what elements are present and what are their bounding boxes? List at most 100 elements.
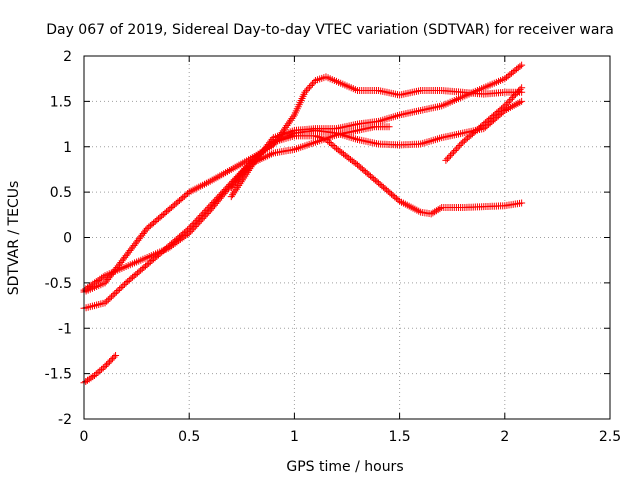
- data-point: [284, 120, 292, 128]
- data-point: [501, 102, 509, 110]
- data-point: [513, 89, 521, 97]
- data-point: [518, 84, 526, 92]
- data-point: [114, 287, 122, 295]
- data-point: [394, 196, 402, 204]
- data-point: [516, 62, 524, 70]
- x-tick-label: 2: [500, 429, 509, 445]
- data-point: [183, 230, 191, 238]
- data-point: [87, 374, 95, 382]
- data-point: [348, 157, 356, 165]
- data-point: [111, 290, 119, 298]
- data-point: [110, 353, 118, 361]
- y-tick-label: -2: [58, 412, 72, 428]
- data-point: [450, 148, 458, 156]
- data-point: [332, 145, 340, 153]
- y-tick-label: 2: [63, 49, 72, 65]
- data-point: [184, 190, 192, 198]
- data-point: [185, 229, 193, 237]
- data-point: [92, 370, 100, 378]
- data-point: [454, 143, 462, 151]
- data-point: [103, 297, 111, 305]
- data-point: [101, 362, 109, 370]
- data-point: [327, 140, 335, 148]
- data-point: [119, 282, 127, 290]
- data-point: [193, 221, 201, 229]
- data-point: [104, 359, 112, 367]
- data-point: [341, 151, 349, 159]
- data-point: [199, 214, 207, 222]
- data-point: [116, 285, 124, 293]
- data-point: [106, 358, 114, 366]
- data-point: [385, 123, 393, 131]
- data-point: [518, 61, 526, 69]
- data-point: [142, 226, 150, 234]
- data-point: [516, 85, 524, 93]
- data-point: [502, 100, 510, 108]
- y-tick-label: -1.5: [45, 367, 72, 383]
- data-point: [285, 118, 293, 126]
- data-point: [518, 97, 526, 105]
- data-point: [445, 153, 453, 161]
- data-point: [442, 156, 450, 164]
- data-point: [96, 367, 104, 375]
- data-point: [89, 373, 97, 381]
- data-point: [94, 276, 102, 284]
- data-point: [164, 244, 172, 252]
- x-tick-label: 0.5: [178, 429, 200, 445]
- x-axis-label: GPS time / hours: [286, 459, 403, 475]
- data-point: [508, 94, 516, 102]
- data-point: [178, 234, 186, 242]
- data-point: [434, 206, 442, 214]
- data-point: [282, 123, 290, 131]
- series-track-d: [227, 61, 526, 201]
- data-point: [205, 208, 213, 216]
- data-point: [345, 154, 353, 162]
- data-point: [288, 115, 296, 123]
- data-point: [91, 371, 99, 379]
- y-tick-label: -0.5: [45, 276, 72, 292]
- data-point: [94, 368, 102, 376]
- data-point: [92, 278, 100, 286]
- data-point: [325, 139, 333, 147]
- data-point: [280, 125, 288, 133]
- data-point: [108, 293, 116, 301]
- data-point: [117, 283, 125, 291]
- data-point: [518, 199, 526, 207]
- series-track-a: [80, 73, 526, 296]
- x-tick-label: 0: [80, 429, 89, 445]
- data-point: [347, 155, 355, 163]
- data-point: [175, 237, 183, 245]
- data-point: [180, 233, 188, 241]
- data-point: [176, 235, 184, 243]
- series-track-e: [227, 123, 393, 192]
- data-point: [283, 122, 291, 130]
- data-point: [510, 92, 518, 100]
- series-track-f: [442, 84, 526, 164]
- axes: 0 0.5 1 1.5 2 2.5 -2 -1.5 -1 -0.5 0 0.5 1 1.5 2: [45, 49, 621, 445]
- data-point: [457, 140, 465, 148]
- data-point: [107, 356, 115, 364]
- data-point: [302, 87, 310, 95]
- series-track-b: [80, 132, 526, 312]
- data-point: [203, 210, 211, 218]
- x-tick-label: 1: [290, 429, 299, 445]
- y-tick-label: 1: [63, 140, 72, 156]
- series-track-g: [80, 351, 120, 387]
- data-point: [96, 275, 104, 283]
- data-point: [456, 142, 464, 150]
- data-point: [187, 227, 195, 235]
- data-point: [168, 242, 176, 250]
- data-point: [507, 95, 515, 103]
- data-point: [84, 284, 92, 292]
- data-point: [446, 151, 454, 159]
- data-point: [310, 78, 318, 86]
- x-tick-label: 1.5: [388, 429, 410, 445]
- chart-title: Day 067 of 2019, Sidereal Day-to-day VTE…: [46, 22, 614, 38]
- data-point: [307, 82, 315, 90]
- data-point: [87, 281, 95, 289]
- data-point: [173, 238, 181, 246]
- data-point: [82, 377, 90, 385]
- data-point: [431, 208, 439, 216]
- data-point: [436, 205, 444, 213]
